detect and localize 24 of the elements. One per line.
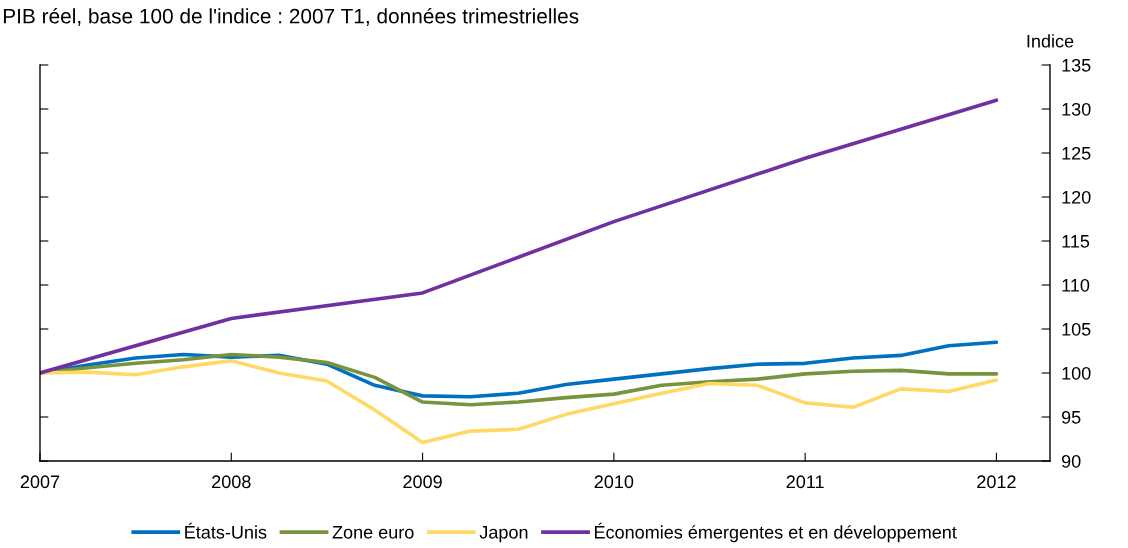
chart-title: PIB réel, base 100 de l'indice : 2007 T1, données trimestrielles [3, 7, 579, 26]
y-tick-label: 90 [1061, 454, 1081, 468]
x-tick-label: 2008 [212, 475, 251, 489]
y-tick-label: 100 [1062, 366, 1091, 380]
y-tick-label: 110 [1062, 278, 1090, 292]
x-tick-label: 2011 [786, 475, 824, 489]
y-tick-label: 115 [1062, 235, 1090, 248]
y-axis-title: Indice [1027, 34, 1074, 48]
legend-label: États-Unis [185, 522, 267, 539]
line-series [40, 98, 999, 375]
x-tick-label: 2010 [594, 475, 634, 489]
legend-label: Japon [479, 526, 528, 543]
y-tick-label: 120 [1062, 190, 1091, 204]
x-tick-label: 2007 [20, 475, 60, 489]
y-tick-label: 125 [1062, 146, 1091, 160]
y-tick-label: 95 [1061, 410, 1081, 424]
x-tick-label: 2012 [977, 475, 1016, 489]
x-tick-label: 2009 [403, 475, 442, 489]
legend-label: Économies émergentes et en développement [594, 522, 957, 543]
legend-label: Zone euro [332, 526, 414, 539]
y-tick-label: 135 [1062, 58, 1091, 72]
line-series [40, 358, 999, 445]
y-tick-label: 105 [1062, 322, 1091, 336]
y-tick-label: 130 [1062, 102, 1091, 116]
